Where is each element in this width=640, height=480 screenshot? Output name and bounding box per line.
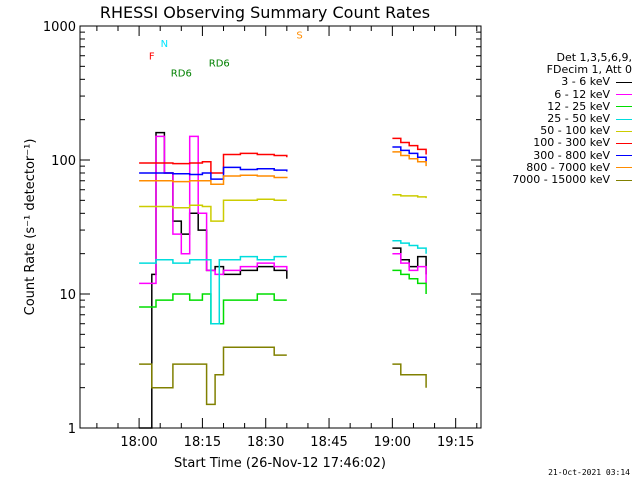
series-line — [392, 239, 427, 254]
legend-swatch — [616, 179, 632, 181]
y-tick-label: 100 — [51, 154, 76, 169]
x-axis-label: Start Time (26-Nov-12 17:46:02) — [174, 456, 386, 471]
series-line — [392, 151, 427, 167]
x-tick-label: 18:45 — [310, 435, 347, 450]
legend-label: 3 - 6 keV — [561, 75, 610, 89]
series-line — [392, 252, 427, 284]
legend-label: 25 - 50 keV — [547, 112, 610, 126]
legend-swatch — [616, 106, 632, 108]
legend-swatch — [616, 118, 632, 120]
series-line — [139, 293, 287, 325]
y-tick-label: 10 — [59, 288, 76, 303]
series-line — [139, 255, 287, 325]
series-line — [139, 174, 288, 185]
annotation-label: S — [296, 30, 302, 41]
y-tick-label: 1000 — [43, 20, 76, 35]
y-axis: 1 10 100 1000 — [43, 20, 481, 437]
legend-entry: 300 - 800 keV — [462, 148, 632, 162]
y-tick-label: 1 — [68, 422, 76, 437]
series-line — [139, 135, 288, 285]
series-line — [392, 269, 427, 294]
plot-frame — [79, 25, 482, 429]
series-line — [139, 131, 288, 429]
legend-swatch — [616, 94, 632, 96]
legend-label: 6 - 12 keV — [554, 87, 610, 101]
annotation-label: RD6 — [209, 58, 230, 69]
x-tick-label: 18:30 — [247, 435, 284, 450]
legend-label: 300 - 800 keV — [533, 148, 610, 162]
legend-swatch — [616, 143, 632, 145]
annotation-label: RD6 — [171, 68, 192, 79]
legend-label: 50 - 100 keV — [540, 124, 610, 138]
legend-label: 800 - 7000 keV — [526, 160, 610, 174]
series-line — [392, 194, 427, 199]
legend-entry: 25 - 50 keV — [462, 112, 632, 126]
chart-title: RHESSI Observing Summary Count Rates — [100, 3, 430, 22]
legend: Det 1,3,5,6,9, FDecim 1, Att 0 3 - 6 keV… — [462, 51, 632, 187]
legend-entry: 12 - 25 keV — [462, 99, 632, 113]
legend-entry: 100 - 300 keV — [462, 137, 632, 149]
series-layer — [139, 131, 427, 429]
series-line — [139, 346, 287, 406]
series-line — [392, 137, 427, 155]
x-tick-label: 18:15 — [184, 435, 221, 450]
legend-swatch — [616, 82, 632, 83]
legend-entry: 7000 - 15000 keV — [462, 173, 632, 187]
legend-label: 100 - 300 keV — [533, 136, 610, 150]
legend-swatch — [616, 155, 632, 157]
x-tick-label: 19:00 — [374, 435, 411, 450]
generation-timestamp: 21-Oct-2021 03:14 — [548, 468, 630, 477]
legend-label: 12 - 25 keV — [547, 99, 610, 113]
annotation-label: N — [161, 39, 168, 50]
legend-swatch — [616, 167, 632, 169]
legend-entry: 3 - 6 keV — [462, 76, 632, 88]
legend-entry: 800 - 7000 keV — [462, 160, 632, 174]
legend-header-line: FDecim 1, Att 0 — [546, 63, 632, 77]
x-tick-label: 19:15 — [437, 435, 474, 450]
annotation-label: F — [149, 52, 155, 63]
legend-entry: 50 - 100 keV — [462, 125, 632, 137]
legend-swatch — [616, 130, 632, 132]
series-line — [139, 152, 288, 174]
x-tick-label: 18:00 — [120, 435, 157, 450]
x-axis: 18:00 18:15 18:30 18:45 19:00 19:15 — [96, 26, 478, 450]
series-line — [139, 166, 288, 180]
series-line — [392, 146, 427, 162]
series-line — [392, 363, 427, 388]
legend-entry: 6 - 12 keV — [462, 87, 632, 101]
y-axis-label: Count Rate (s⁻¹ detector⁻¹) — [23, 139, 38, 316]
legend-label: 7000 - 15000 keV — [512, 173, 610, 187]
legend-header-line: Det 1,3,5,6,9, — [556, 51, 632, 64]
series-line — [139, 198, 287, 222]
annotation-layer: NF S RD6 RD6 — [149, 30, 303, 79]
